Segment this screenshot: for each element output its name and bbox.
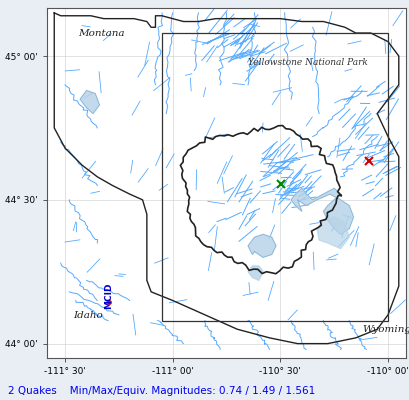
Polygon shape [316,217,348,249]
Text: 2 Quakes    Min/Max/Equiv. Magnitudes: 0.74 / 1.49 / 1.561: 2 Quakes Min/Max/Equiv. Magnitudes: 0.74… [8,386,315,396]
Text: Montana: Montana [78,29,124,38]
Polygon shape [247,234,275,257]
Text: Yellowstone National Park: Yellowstone National Park [248,58,367,67]
Polygon shape [290,188,353,234]
Text: Idaho: Idaho [74,311,103,320]
Bar [162,33,387,321]
Text: MCID: MCID [103,283,112,309]
Text: Wyoming: Wyoming [361,325,409,334]
Polygon shape [247,266,263,280]
Polygon shape [80,90,99,114]
